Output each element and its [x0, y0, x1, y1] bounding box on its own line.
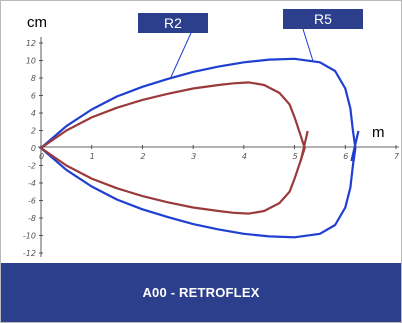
legend-box-r2 [138, 13, 208, 33]
y-tick-label: 2 [31, 127, 36, 136]
series-tip-r5 [299, 130, 309, 162]
footer-title: A00 - RETROFLEX [142, 285, 260, 300]
y-tick-label: 0 [31, 144, 36, 153]
y-tick-label: -10 [23, 232, 36, 241]
y-tick-label: -6 [28, 197, 36, 206]
footer-banner: A00 - RETROFLEX [1, 263, 401, 322]
y-tick-label: 12 [26, 39, 36, 48]
x-tick-label: 0 [39, 152, 44, 161]
y-tick-label: -4 [28, 179, 36, 188]
legend-leader-r2 [170, 32, 192, 78]
y-tick-label: 6 [31, 92, 36, 101]
x-tick-label: 5 [293, 152, 298, 161]
chart-plot-area: 0 1 2 3 4 5 6 7 12 10 8 6 4 2 0 -2 -4 -6 -8 -10 -12 R2 R5 cm … [1, 1, 401, 263]
y-axis-unit-label: cm [27, 14, 47, 31]
legend-label-r5: R5 [314, 11, 332, 27]
y-tick-label: 8 [31, 74, 36, 83]
series-tip-r2 [350, 130, 360, 162]
x-tick-label: 2 [140, 152, 145, 161]
x-tick-label: 7 [394, 152, 400, 161]
y-tick-label: -8 [28, 214, 36, 223]
series-line-r2 [40, 57, 357, 239]
legend-label-r2: R2 [164, 15, 182, 31]
y-tick-label: 4 [31, 109, 36, 118]
legend-box-r5 [283, 9, 363, 29]
series-line-r5 [40, 81, 306, 215]
y-tick-label: -12 [23, 249, 36, 258]
y-tick-label: 10 [26, 57, 36, 66]
x-tick-label: 1 [90, 152, 95, 161]
x-tick-label: 6 [343, 152, 348, 161]
x-tick-label: 3 [191, 152, 196, 161]
x-axis-unit-label: m [372, 124, 385, 141]
x-tick-label: 4 [242, 152, 247, 161]
legend-leader-r5 [302, 28, 314, 62]
y-tick-label: -2 [28, 162, 36, 171]
